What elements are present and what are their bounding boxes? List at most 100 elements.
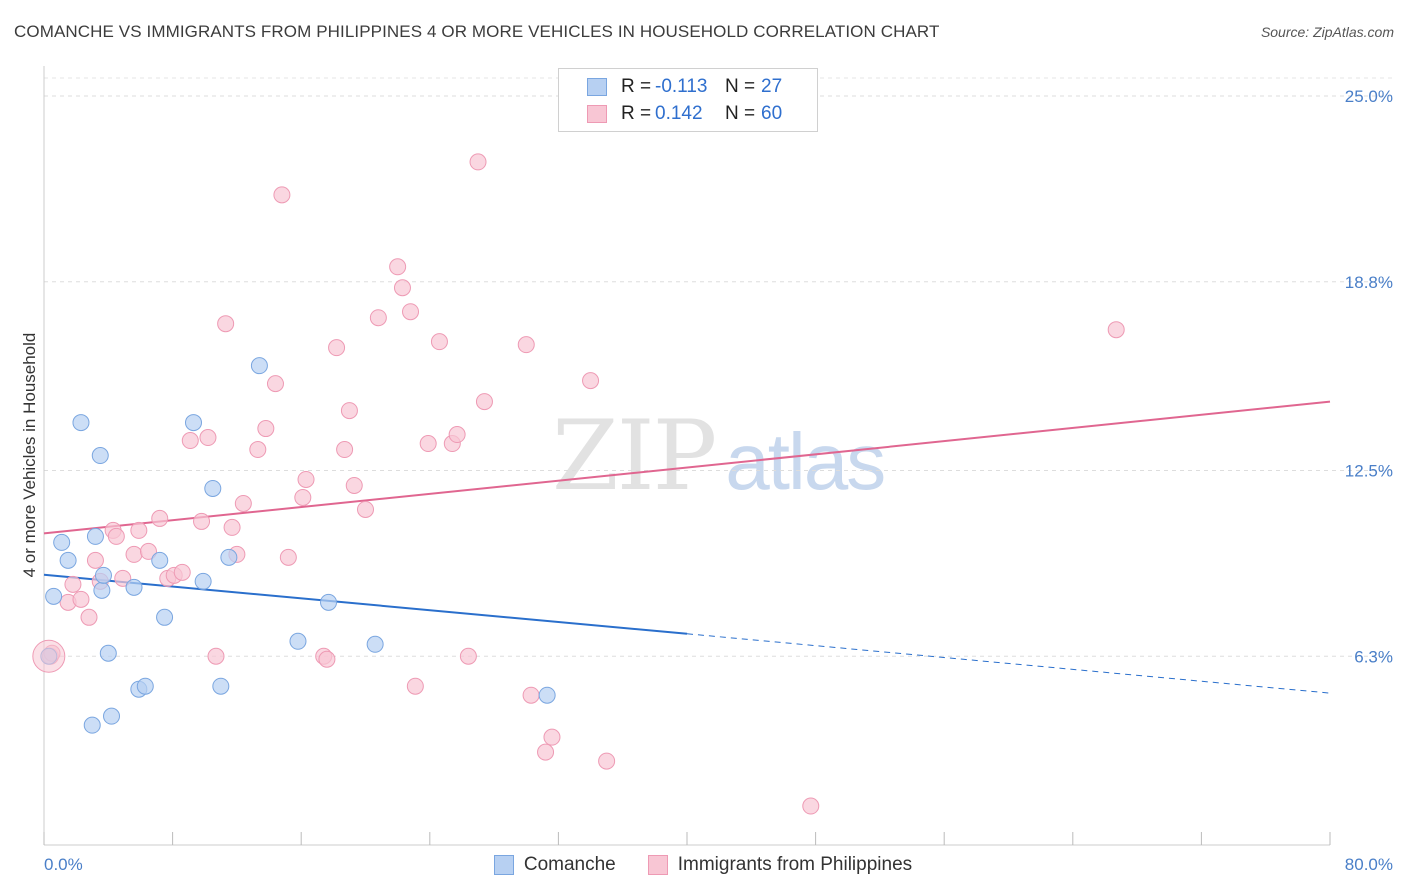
point-comanche (103, 707, 121, 725)
point-philippines (328, 339, 346, 357)
point-philippines (459, 647, 477, 665)
point-philippines (402, 303, 420, 321)
r-label: R = (621, 76, 652, 97)
grid-lines (44, 77, 1392, 657)
point-philippines (340, 402, 358, 420)
point-philippines (369, 309, 387, 327)
point-philippines (389, 258, 407, 276)
point-philippines (193, 512, 211, 530)
comanche-swatch (587, 78, 607, 96)
point-philippines (294, 488, 312, 506)
stats-legend: R = -0.113 N = 27 R = 0.142 N = 60 (558, 68, 818, 132)
point-comanche (86, 527, 104, 545)
point-philippines (273, 186, 291, 204)
point-philippines (139, 542, 157, 560)
point-comanche (194, 572, 212, 590)
point-philippines (1107, 321, 1125, 339)
y-tick-label: 6.3% (1354, 647, 1393, 666)
point-philippines-cluster (32, 639, 66, 673)
point-comanche (53, 533, 71, 551)
point-comanche (125, 578, 143, 596)
point-philippines (537, 743, 555, 761)
point-philippines (336, 441, 354, 459)
y-tick-label: 25.0% (1345, 87, 1393, 106)
n-value: 27 (761, 76, 783, 97)
point-philippines (543, 728, 561, 746)
data-points (32, 153, 1125, 815)
point-philippines (223, 518, 241, 536)
point-comanche (184, 414, 202, 432)
point-philippines (130, 521, 148, 539)
comanche-legend-swatch (493, 855, 514, 875)
point-philippines (257, 420, 275, 438)
point-comanche (59, 551, 77, 569)
point-comanche (212, 677, 230, 695)
point-comanche (289, 632, 307, 650)
y-tick-label: 18.8% (1345, 273, 1393, 292)
point-philippines (357, 500, 374, 518)
legend-row-philippines: R = 0.142 N = 60 (587, 102, 782, 126)
point-philippines (151, 509, 169, 527)
point-philippines (86, 551, 104, 569)
legend-item-philippines: Immigrants from Philippines (647, 854, 913, 876)
y-axis-label: 4 or more Vehicles in Household (20, 333, 39, 578)
point-comanche (151, 551, 169, 569)
trend-line-philippines (43, 400, 1331, 535)
n-value: 60 (761, 103, 783, 124)
point-philippines (345, 476, 363, 494)
point-philippines (234, 494, 252, 512)
trend-line-comanche-extrapolated (686, 633, 1331, 694)
point-comanche (204, 479, 222, 497)
point-philippines (279, 548, 297, 566)
point-comanche (136, 677, 154, 695)
point-comanche (220, 548, 238, 566)
point-philippines (80, 608, 98, 626)
point-philippines (522, 686, 540, 704)
point-philippines (475, 393, 493, 411)
point-philippines (318, 650, 336, 668)
trend-lines (43, 400, 1331, 694)
n-label: N = (725, 76, 756, 97)
point-philippines (64, 575, 82, 593)
point-comanche (366, 635, 384, 653)
legend-item-comanche: Comanche (493, 854, 616, 876)
r-value: 0.142 (655, 103, 703, 124)
point-philippines (266, 375, 284, 393)
point-philippines (249, 441, 267, 459)
point-philippines (72, 590, 90, 608)
point-philippines (297, 470, 315, 488)
point-comanche (320, 593, 338, 611)
y-tick-label: 12.5% (1345, 462, 1393, 481)
point-comanche (45, 587, 63, 605)
point-philippines (181, 432, 199, 450)
source-credit: Source: ZipAtlas.com (1260, 24, 1394, 40)
n-label: N = (725, 103, 756, 124)
point-philippines (419, 435, 437, 453)
r-label: R = (621, 103, 652, 124)
point-philippines (393, 279, 411, 297)
point-philippines (517, 336, 535, 354)
point-comanche (72, 414, 90, 432)
philippines-legend-swatch (647, 855, 668, 875)
legend-label-philippines: Immigrants from Philippines (677, 854, 913, 875)
point-philippines (598, 752, 616, 770)
x-tick-label-min: 0.0% (44, 855, 83, 874)
trend-line-comanche (43, 573, 688, 635)
axis-labels: 6.3% 12.5% 18.8% 25.0% 0.0% 80.0% 4 or more Ve… (20, 87, 1393, 874)
legend-label-comanche: Comanche (523, 854, 616, 875)
point-comanche (93, 581, 111, 599)
point-comanche (538, 686, 556, 704)
point-philippines (802, 797, 820, 815)
series-legend: Comanche Immigrants from Philippines (0, 852, 1406, 878)
point-comanche (83, 716, 101, 734)
axes (43, 66, 1331, 846)
point-comanche (250, 357, 268, 375)
point-philippines (406, 677, 424, 695)
point-philippines (448, 426, 466, 444)
x-tick-label-max: 80.0% (1345, 855, 1393, 874)
point-philippines (217, 315, 235, 333)
legend-row-comanche: R = -0.113 N = 27 (587, 75, 782, 99)
point-philippines (114, 569, 132, 587)
point-philippines (207, 647, 225, 665)
